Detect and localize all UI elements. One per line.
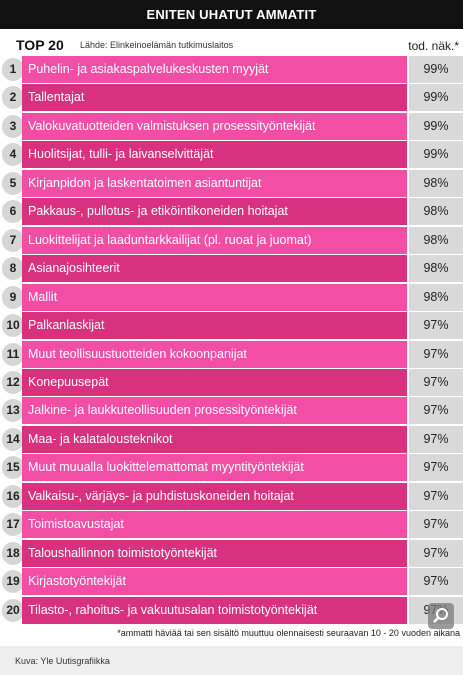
probability: 99%	[409, 84, 463, 112]
occupation: Mallit	[22, 283, 407, 311]
title: ENITEN UHATUT AMMATIT	[0, 0, 463, 29]
rank: 17	[2, 513, 24, 537]
rank: 15	[2, 456, 24, 480]
probability: 98%	[409, 198, 463, 226]
rank: 19	[2, 570, 24, 594]
table-row: 16 Valkaisu-, värjäys- ja puhdistuskoneid…	[0, 482, 463, 510]
subtitle: TOP 20	[16, 37, 64, 53]
occupation: Muut teollisuustuotteiden kokoonpanijat	[22, 340, 407, 368]
occupation: Asianajosihteerit	[22, 255, 407, 283]
table-row: 20 Tilasto-, rahoitus- ja vakuutusalan to…	[0, 596, 463, 624]
rank: 20	[2, 598, 24, 622]
rank: 18	[2, 541, 24, 565]
rank: 11	[2, 342, 24, 366]
table-row: 7 Luokittelijat ja laaduntarkkailijat (pl…	[0, 226, 463, 254]
probability: 97%	[409, 397, 463, 425]
occupation: Palkanlaskijat	[22, 312, 407, 340]
probability: 99%	[409, 56, 463, 83]
table-row: 11 Muut teollisuustuotteiden kokoonpanija…	[0, 340, 463, 368]
occupation: Muut muualla luokittelemattomat myyntity…	[22, 454, 407, 482]
occupation: Konepuusepät	[22, 368, 407, 396]
rank: 1	[2, 58, 24, 81]
occupation: Tilasto-, rahoitus- ja vakuutusalan toim…	[22, 596, 407, 624]
zoom-button[interactable]	[428, 603, 454, 629]
rank: 12	[2, 370, 24, 394]
occupation: Kirjastotyöntekijät	[22, 568, 407, 596]
table-row: 5 Kirjanpidon ja laskentatoimen asiantunt…	[0, 169, 463, 197]
occupation: Kirjanpidon ja laskentatoimen asiantunti…	[22, 169, 407, 197]
probability: 98%	[409, 255, 463, 283]
table-row: 13 Jalkine- ja laukkuteollisuuden prosess…	[0, 397, 463, 425]
rank: 5	[2, 171, 24, 195]
handle	[433, 616, 440, 623]
occupation: Pakkaus-, pullotus- ja etiköintikoneiden…	[22, 198, 407, 226]
footnote: *ammatti häviää tai sen sisältö muuttuu …	[117, 628, 460, 638]
probability: 97%	[409, 539, 463, 567]
probability: 97%	[409, 425, 463, 453]
probability: 98%	[409, 169, 463, 197]
probability: 97%	[409, 368, 463, 396]
table-row: 4 Huolitsijat, tulli- ja laivanselvittäjä…	[0, 141, 463, 169]
occupation: Tallentajat	[22, 84, 407, 112]
rank: 14	[2, 427, 24, 451]
occupation: Luokittelijat ja laaduntarkkailijat (pl.…	[22, 226, 407, 254]
table-row: 1 Puhelin- ja asiakaspalvelukeskusten myy…	[0, 56, 463, 83]
rank: 3	[2, 114, 24, 138]
occupation: Jalkine- ja laukkuteollisuuden prosessit…	[22, 397, 407, 425]
probability: 97%	[409, 482, 463, 510]
table-row: 10 Palkanlaskijat 97%	[0, 312, 463, 340]
probability: 97%	[409, 340, 463, 368]
occupation: Toimistoavustajat	[22, 511, 407, 539]
table-row: 12 Konepuusepät 97%	[0, 368, 463, 396]
credit: Kuva: Yle Uutisgrafiikka	[15, 656, 110, 666]
credit-bar	[0, 646, 463, 675]
occupation: Valkaisu-, värjäys- ja puhdistuskoneiden…	[22, 482, 407, 510]
table-row: 19 Kirjastotyöntekijät 97%	[0, 568, 463, 596]
occupation: Puhelin- ja asiakaspalvelukeskusten myyj…	[22, 56, 407, 83]
table-row: 2 Tallentajat 99%	[0, 84, 463, 112]
probability: 97%	[409, 568, 463, 596]
probability: 98%	[409, 283, 463, 311]
probability: 99%	[409, 141, 463, 169]
source: Lähde: Elinkeinoelämän tutkimuslaitos	[80, 40, 234, 50]
rank: 7	[2, 228, 24, 252]
table-row: 9 Mallit 98%	[0, 283, 463, 311]
probability: 98%	[409, 226, 463, 254]
rank: 8	[2, 257, 24, 281]
table-row: 15 Muut muualla luokittelemattomat myynti…	[0, 454, 463, 482]
table-row: 14 Maa- ja kalatalousteknikot 97%	[0, 425, 463, 453]
column-header: tod. näk.*	[408, 39, 459, 53]
rank: 9	[2, 285, 24, 309]
rank: 6	[2, 200, 24, 224]
zoom-icon	[433, 608, 448, 623]
rank: 4	[2, 143, 24, 167]
table-row: 8 Asianajosihteerit 98%	[0, 255, 463, 283]
occupation: Valokuvatuotteiden valmistuksen prosessi…	[22, 112, 407, 140]
probability: 97%	[409, 454, 463, 482]
rank: 16	[2, 484, 24, 508]
probability: 97%	[409, 312, 463, 340]
occupation: Huolitsijat, tulli- ja laivanselvittäjät	[22, 141, 407, 169]
occupation: Maa- ja kalatalousteknikot	[22, 425, 407, 453]
table-row: 6 Pakkaus-, pullotus- ja etiköintikoneide…	[0, 198, 463, 226]
table-row: 18 Taloushallinnon toimistotyöntekijät 97%	[0, 539, 463, 567]
rank: 2	[2, 86, 24, 110]
table-row: 17 Toimistoavustajat 97%	[0, 511, 463, 539]
lens	[436, 608, 448, 620]
table-row: 3 Valokuvatuotteiden valmistuksen prosess…	[0, 112, 463, 140]
probability: 99%	[409, 112, 463, 140]
occupation: Taloushallinnon toimistotyöntekijät	[22, 539, 407, 567]
probability: 97%	[409, 511, 463, 539]
rank: 10	[2, 314, 24, 338]
rank: 13	[2, 399, 24, 423]
